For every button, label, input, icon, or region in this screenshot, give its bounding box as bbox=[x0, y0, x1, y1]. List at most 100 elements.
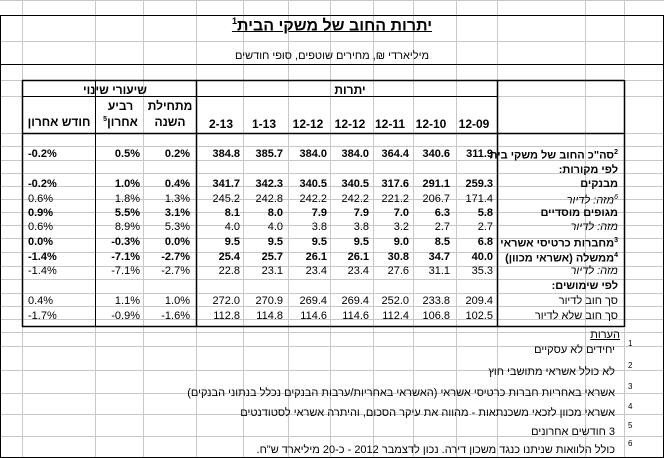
cell-3-6: 245.2 bbox=[212, 193, 240, 205]
cell-0-0: 311.9 bbox=[466, 148, 493, 160]
cell-8-1: 31.1 bbox=[428, 265, 450, 277]
cell-10-6: 272.0 bbox=[212, 295, 240, 307]
cell-2-1: 291.1 bbox=[422, 178, 450, 190]
header-balances: יתרות bbox=[334, 83, 366, 97]
change-cell-5-0: 5.3% bbox=[164, 221, 190, 233]
cell-3-3: 242.2 bbox=[341, 193, 369, 205]
cell-3-2: 221.2 bbox=[381, 193, 409, 205]
cell-10-5: 270.9 bbox=[255, 295, 283, 307]
cell-5-2: 3.2 bbox=[393, 221, 409, 233]
cell-6-0: 6.8 bbox=[477, 236, 493, 248]
column-header-6: 2-13 bbox=[208, 117, 234, 131]
change-cell-5-1: 8.9% bbox=[114, 221, 140, 233]
cell-11-0: 102.5 bbox=[465, 310, 493, 322]
note-number-5: 5 bbox=[628, 421, 633, 430]
change-cell-2-1: 1.0% bbox=[114, 178, 140, 190]
cell-0-6: 384.8 bbox=[212, 148, 240, 160]
column-header-5: 1-13 bbox=[251, 117, 277, 131]
cell-7-4: 26.1 bbox=[305, 251, 327, 263]
cell-4-4: 7.9 bbox=[311, 207, 327, 219]
note-2: לא כולל אשראי מתושבי חוץ bbox=[488, 366, 615, 378]
change-cell-6-2: 0.0% bbox=[28, 236, 54, 248]
cell-5-0: 2.7 bbox=[477, 221, 493, 233]
cell-2-4: 340.5 bbox=[299, 178, 327, 190]
cell-8-4: 23.4 bbox=[305, 265, 327, 277]
cell-4-1: 6.3 bbox=[434, 207, 450, 219]
change-cell-2-2: -0.2% bbox=[28, 178, 57, 190]
cell-4-5: 8.0 bbox=[267, 207, 283, 219]
note-3: אשראי באחריות חברות כרטיסי אשראי (האשראי… bbox=[187, 387, 615, 399]
change-cell-7-0: -2.7% bbox=[161, 251, 190, 263]
note-number-4: 4 bbox=[628, 402, 633, 411]
cell-11-5: 114.8 bbox=[256, 310, 283, 322]
cell-10-2: 252.0 bbox=[381, 295, 409, 307]
cell-6-2: 9.0 bbox=[393, 236, 409, 248]
change-cell-7-2: -1.4% bbox=[28, 251, 57, 263]
change-cell-11-0: -1.6% bbox=[161, 310, 190, 322]
cell-0-2: 364.4 bbox=[381, 148, 409, 160]
change-cell-11-1: -0.9% bbox=[111, 310, 140, 322]
cell-10-0: 209.4 bbox=[465, 295, 493, 307]
note-1: יחידים לא עסקיים bbox=[534, 344, 615, 356]
cell-10-4: 269.4 bbox=[299, 295, 327, 307]
change-cell-4-0: 3.1% bbox=[164, 207, 190, 219]
cell-4-2: 7.0 bbox=[393, 207, 409, 219]
cell-4-3: 7.9 bbox=[353, 207, 369, 219]
cell-8-2: 27.6 bbox=[387, 265, 409, 277]
cell-7-2: 30.8 bbox=[387, 251, 409, 263]
change-cell-6-1: -0.3% bbox=[111, 236, 140, 248]
cell-5-3: 3.8 bbox=[353, 221, 369, 233]
change-cell-3-2: 0.6% bbox=[28, 193, 54, 205]
change-cell-10-1: 1.1% bbox=[114, 295, 140, 307]
cell-7-1: 34.7 bbox=[428, 251, 450, 263]
cell-2-5: 342.3 bbox=[255, 178, 283, 190]
change-header-0-line1: מתחילת bbox=[147, 99, 193, 113]
row-label-2: מבנקים bbox=[580, 178, 618, 190]
cell-6-3: 9.5 bbox=[353, 236, 369, 248]
note-5: 3 חודשים אחרונים bbox=[531, 426, 615, 438]
cell-8-5: 23.1 bbox=[261, 265, 283, 277]
cell-7-0: 40.0 bbox=[471, 251, 493, 263]
cell-3-1: 206.7 bbox=[422, 193, 450, 205]
change-cell-0-2: -0.2% bbox=[28, 148, 57, 160]
cell-2-2: 317.6 bbox=[381, 178, 409, 190]
cell-3-0: 171.4 bbox=[465, 193, 493, 205]
table-title: יתרות החוב של משקי הבית1 bbox=[231, 16, 433, 35]
notes-title: הערות bbox=[590, 329, 620, 341]
column-header-4: 12-12 bbox=[292, 117, 324, 131]
cell-5-1: 2.7 bbox=[434, 221, 450, 233]
cell-0-1: 340.6 bbox=[422, 148, 450, 160]
change-cell-8-2: -1.4% bbox=[28, 265, 57, 277]
column-header-3: 12-12 bbox=[334, 117, 366, 131]
change-cell-4-2: 0.9% bbox=[28, 207, 54, 219]
row-label-7: 4ממשלה (אשראי מכוון) bbox=[505, 252, 618, 265]
row-label-5: מזה: לדיור bbox=[570, 221, 619, 233]
change-cell-10-0: 1.0% bbox=[164, 295, 190, 307]
note-4: אשראי מכוון לזכאי משכנתאות - מהווה את עי… bbox=[240, 407, 615, 419]
change-header-1-line1: רביע bbox=[107, 99, 134, 113]
cell-3-4: 242.2 bbox=[299, 193, 327, 205]
cell-6-1: 8.5 bbox=[434, 236, 450, 248]
note-number-6: 6 bbox=[628, 439, 633, 448]
note-number-2: 2 bbox=[628, 361, 633, 370]
change-cell-0-0: 0.2% bbox=[164, 148, 190, 160]
change-cell-8-1: -7.1% bbox=[111, 265, 140, 277]
cell-11-4: 114.6 bbox=[300, 310, 327, 322]
cell-8-0: 35.3 bbox=[471, 265, 493, 277]
cell-3-5: 242.8 bbox=[255, 193, 283, 205]
change-header-2: חודש אחרון bbox=[27, 115, 91, 129]
row-label-0: 2סה"כ החוב של משקי בית bbox=[489, 149, 618, 162]
row-label-11: סך חוב שלא לדיור bbox=[534, 310, 618, 322]
row-label-9: לפי שימושים: bbox=[551, 280, 618, 292]
row-label-8: מזה: לדיור bbox=[570, 265, 619, 277]
note-number-3: 3 bbox=[628, 382, 633, 391]
cell-7-5: 25.7 bbox=[261, 251, 283, 263]
note-6: כולל הלוואות שניתנו כנגד משכון דירה. נכו… bbox=[256, 444, 615, 456]
cell-5-4: 3.8 bbox=[311, 221, 327, 233]
cell-5-6: 4.0 bbox=[224, 221, 240, 233]
header-change-rates: שיעורי שינוי bbox=[83, 83, 147, 97]
row-label-1: לפי מקורות: bbox=[558, 164, 618, 176]
cell-0-4: 384.0 bbox=[299, 148, 327, 160]
